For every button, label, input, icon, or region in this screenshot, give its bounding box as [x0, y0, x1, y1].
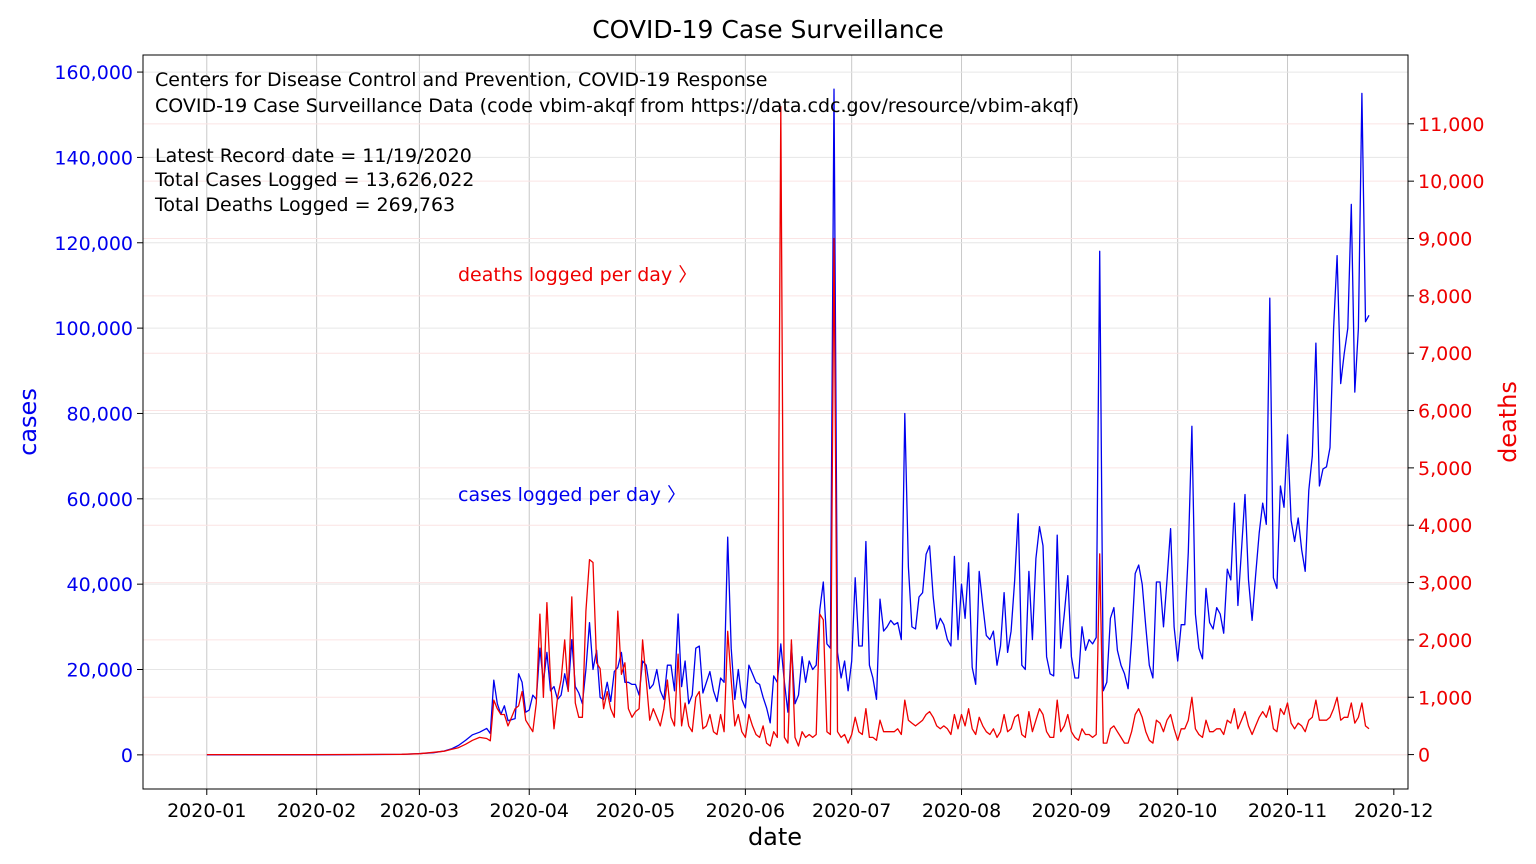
- x-tick-label-2020-02: 2020-02: [277, 800, 356, 822]
- x-tick-label-2020-03: 2020-03: [380, 800, 459, 822]
- y-tick-label-deaths-1000: 1,000: [1418, 687, 1472, 709]
- series-line-deaths: [206, 105, 1370, 756]
- info-line-dataset: COVID-19 Case Surveillance Data (code vb…: [155, 95, 1079, 117]
- y-tick-label-cases-40000: 40,000: [67, 574, 133, 596]
- x-tick-label-2020-07: 2020-07: [812, 800, 891, 822]
- info-line-latest-date: Latest Record date = 11/19/2020: [155, 145, 472, 167]
- y-tick-label-deaths-3000: 3,000: [1418, 573, 1472, 595]
- y-tick-label-cases-100000: 100,000: [54, 318, 133, 340]
- x-tick-label-2020-11: 2020-11: [1248, 800, 1327, 822]
- x-tick-label-2020-05: 2020-05: [596, 800, 675, 822]
- y-tick-label-cases-60000: 60,000: [67, 489, 133, 511]
- y-tick-label-cases-80000: 80,000: [67, 403, 133, 425]
- y-tick-label-deaths-4000: 4,000: [1418, 515, 1472, 537]
- y-axis-deaths: 0 1,000 2,000 3,000 4,000 5,000 6,000 7,000 8,00…: [1408, 114, 1484, 767]
- annotation-cases: cases logged per day 〉: [458, 484, 686, 506]
- y-axis-label-deaths: deaths: [1494, 381, 1522, 463]
- y-tick-label-deaths-6000: 6,000: [1418, 401, 1472, 423]
- y-tick-label-deaths-11000: 11,000: [1418, 114, 1484, 136]
- series-layer: [206, 88, 1370, 756]
- info-line-total-deaths: Total Deaths Logged = 269,763: [154, 194, 455, 216]
- series-line-cases: [206, 88, 1370, 756]
- x-axis: 2020-01 2020-02 2020-03 2020-04 2020-05 2020-…: [167, 789, 1434, 822]
- x-axis-label: date: [748, 823, 802, 851]
- x-tick-label-2020-12: 2020-12: [1354, 800, 1433, 822]
- info-block: Centers for Disease Control and Preventi…: [154, 69, 1079, 216]
- y-tick-label-deaths-5000: 5,000: [1418, 458, 1472, 480]
- y-tick-label-deaths-8000: 8,000: [1418, 286, 1472, 308]
- y-tick-label-deaths-7000: 7,000: [1418, 343, 1472, 365]
- x-tick-label-2020-10: 2020-10: [1138, 800, 1217, 822]
- plot-frame: [142, 54, 1409, 790]
- x-tick-label-2020-08: 2020-08: [922, 800, 1001, 822]
- y-axis-label-cases: cases: [14, 388, 42, 456]
- x-tick-label-2020-06: 2020-06: [706, 800, 785, 822]
- y-tick-label-cases-140000: 140,000: [54, 147, 133, 169]
- info-line-source: Centers for Disease Control and Preventi…: [155, 69, 767, 91]
- annotation-deaths: deaths logged per day 〉: [458, 264, 697, 286]
- y-tick-label-deaths-0: 0: [1418, 745, 1430, 767]
- x-tick-label-2020-09: 2020-09: [1032, 800, 1111, 822]
- y-tick-label-cases-20000: 20,000: [67, 660, 133, 682]
- y-tick-label-cases-120000: 120,000: [54, 233, 133, 255]
- y-tick-label-deaths-10000: 10,000: [1418, 171, 1484, 193]
- y-tick-label-deaths-9000: 9,000: [1418, 229, 1472, 251]
- y-tick-label-cases-0: 0: [121, 745, 133, 767]
- chart-title: COVID-19 Case Surveillance: [592, 15, 944, 44]
- y-axis-cases: 0 20,000 40,000 60,000 80,000 100,000 120,000 1…: [54, 62, 143, 767]
- info-line-total-cases: Total Cases Logged = 13,626,022: [154, 169, 474, 191]
- x-tick-label-2020-04: 2020-04: [490, 800, 569, 822]
- x-tick-label-2020-01: 2020-01: [167, 800, 246, 822]
- y-tick-label-deaths-2000: 2,000: [1418, 630, 1472, 652]
- y-tick-label-cases-160000: 160,000: [54, 62, 133, 84]
